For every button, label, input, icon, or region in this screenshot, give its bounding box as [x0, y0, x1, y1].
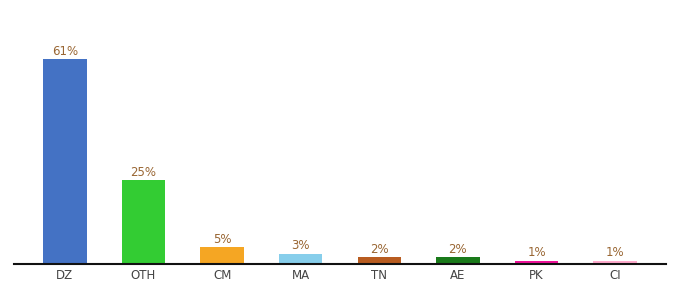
- Text: 2%: 2%: [370, 243, 388, 256]
- Text: 5%: 5%: [213, 232, 231, 246]
- Text: 25%: 25%: [131, 166, 156, 178]
- Bar: [44, 59, 86, 264]
- Bar: [358, 257, 401, 264]
- Text: 3%: 3%: [292, 239, 310, 252]
- Bar: [201, 247, 243, 264]
- Bar: [594, 261, 636, 264]
- Bar: [437, 257, 479, 264]
- Text: 61%: 61%: [52, 45, 78, 58]
- Text: 2%: 2%: [449, 243, 467, 256]
- Bar: [279, 254, 322, 264]
- Bar: [515, 261, 558, 264]
- Text: 1%: 1%: [606, 246, 624, 259]
- Text: 1%: 1%: [527, 246, 546, 259]
- Bar: [122, 180, 165, 264]
